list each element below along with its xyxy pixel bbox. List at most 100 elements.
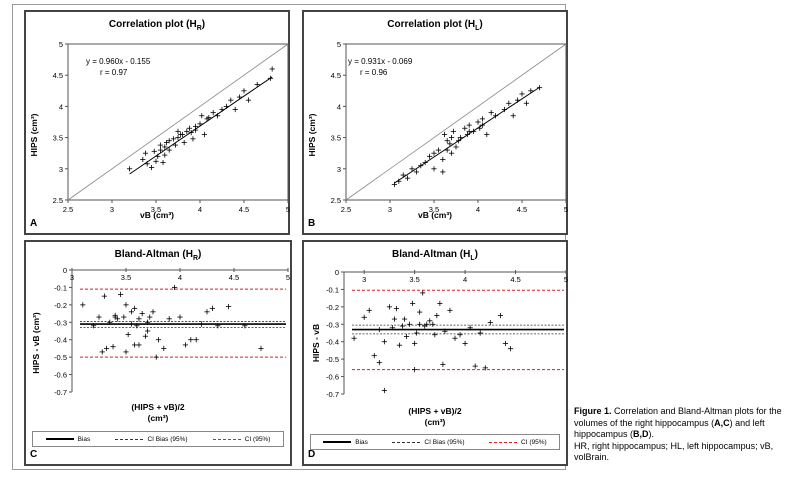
data-point [99,349,105,355]
x-tick-label: 2.5 [63,205,73,214]
panel-letter: C [30,449,38,460]
data-point [430,321,436,327]
panel-title: Correlation plot (HL) [387,19,483,32]
data-point [437,300,443,306]
y-tick-label: -0.5 [54,353,67,362]
identity-line [67,43,289,201]
data-point [412,340,418,347]
data-point [245,97,251,103]
data-point [199,113,205,119]
data-point [215,113,221,119]
data-point [114,316,120,322]
legend-ci: CI (95%) [489,439,547,446]
r-value: r = 0.96 [360,68,388,77]
legend: Bias CI Bias (95%) CI (95%) [310,434,560,450]
data-point [482,365,488,371]
panel-d-bland-altman-left: 3 3.5 4 4.5 5 0 -0.1 -0.2 -0.3 -0.4 -0.5 -0.6 -0.7 B… [302,240,568,466]
panel-a-correlation-right: 2.5 3 3.5 4 4.5 5 2.5 3 3.5 4 4.5 5 Correlation plo… [24,10,290,235]
data-point [475,119,481,125]
x-axis-unit: (cm³) [147,413,169,423]
y-axis-label: HIPS - vB [311,323,321,363]
data-point [107,319,113,325]
y-axis-label: HIPS (cm³) [29,113,39,157]
data-point [484,131,490,138]
data-point [381,387,387,394]
y-tick-label: 5 [337,40,341,49]
data-point [441,131,448,138]
data-point [128,309,134,315]
x-axis-unit: (cm³) [424,417,446,427]
data-point [434,312,440,319]
data-point [447,307,453,313]
data-point [391,316,398,322]
data-point [153,354,159,360]
data-point [462,340,468,347]
y-tick-label: -0.6 [326,373,339,382]
data-point [160,159,166,166]
plot-frame [345,43,567,201]
data-point [103,345,110,352]
x-tick-label: 3 [70,273,74,282]
data-point [190,136,196,142]
legend-ci: CI (95%) [212,436,270,443]
data-point [366,307,372,313]
x-tick-label: 3 [362,275,366,284]
data-point [101,293,107,299]
chart-svg: 3 3.5 4 4.5 5 0 -0.1 -0.2 -0.3 -0.4 -0.5 -0.6 -0.7 [326,268,568,399]
y-tick-label: 4 [59,102,63,111]
y-tick-label: -0.2 [54,301,67,310]
data-point [351,335,357,341]
x-tick-label: 5 [564,205,568,214]
data-point [506,100,512,106]
data-point [376,360,382,366]
data-point [497,312,504,319]
data-point [393,306,400,312]
y-tick-label: 3 [59,165,63,174]
chart-svg: 3 3.5 4 4.5 5 0 -0.1 -0.2 -0.3 -0.4 -0.5 -0.6 -0.7 [54,266,290,397]
y-tick-label: 3 [337,165,341,174]
data-point [175,135,181,141]
data-point [132,342,138,348]
data-point [171,136,177,142]
data-point [502,340,509,347]
data-point [412,367,418,373]
data-point [427,318,433,324]
y-tick-label: -0.1 [326,285,339,294]
data-point [466,122,472,128]
y-tick-label: 3.5 [53,134,63,143]
panel-letter: A [30,218,38,229]
x-tick-label: 4 [178,273,182,282]
data-point [396,178,402,184]
data-point [417,309,423,315]
x-tick-label: 3.5 [121,273,131,282]
y-tick-label: 0 [335,268,339,277]
data-point [161,345,167,352]
data-point [128,321,134,327]
y-tick-label: 2.5 [53,196,63,205]
data-point [175,128,181,134]
data-point [403,333,410,340]
data-point [417,321,423,327]
data-point [471,128,477,134]
data-point [140,156,146,163]
data-point [242,323,248,329]
x-tick-label: 3.5 [429,205,439,214]
data-point [413,169,419,175]
data-point [444,138,450,144]
plot-frame [67,43,289,201]
data-point [449,150,455,156]
x-tick-label: 3 [388,205,392,214]
data-point [127,166,133,172]
x-axis-label: vB (cm³) [139,210,174,220]
x-tick-label: 4 [476,205,480,214]
y-tick-label: -0.4 [326,338,339,347]
y-tick-label: -0.7 [326,390,339,399]
data-point [123,302,129,308]
data-point [477,125,483,131]
equation-text: y = 0.960x - 0.155 [86,57,151,66]
data-point [414,330,420,336]
panel-title: Bland-Altman (HL) [392,249,478,262]
data-point [80,302,86,308]
legend-bias: Bias [323,439,368,446]
data-point [440,361,446,367]
